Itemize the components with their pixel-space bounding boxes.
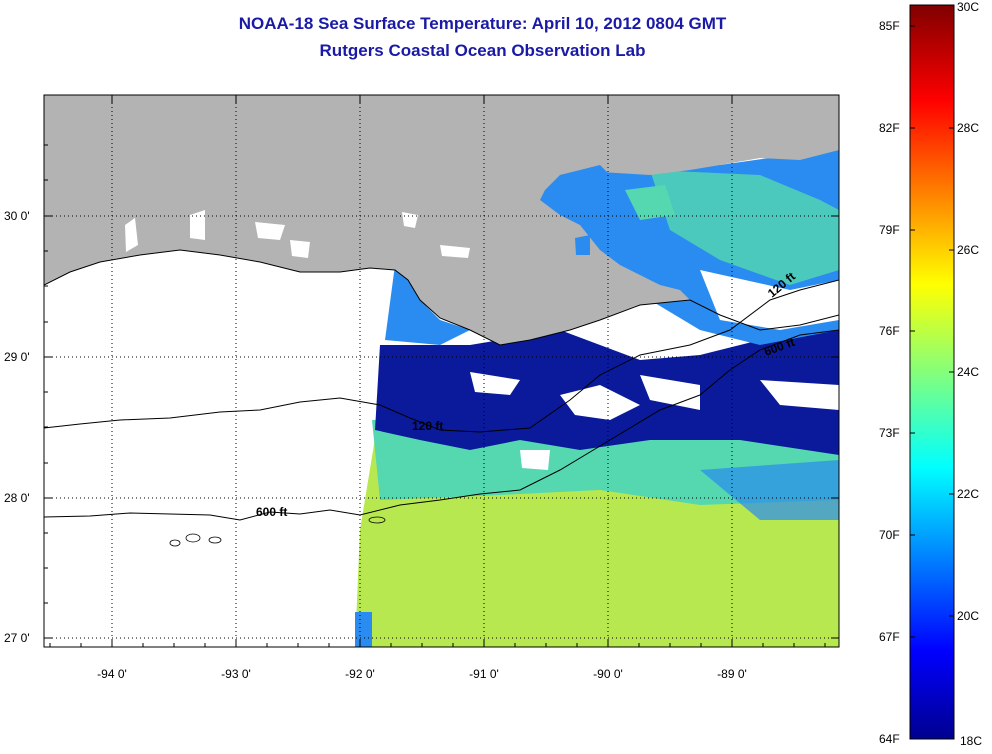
graticule	[44, 95, 839, 647]
chart-title: NOAA-18 Sea Surface Temperature: April 1…	[238, 14, 727, 33]
lon-label-89: -89 0'	[717, 667, 747, 681]
cbar-f-76: 76F	[879, 324, 900, 338]
cool-water-region	[700, 460, 839, 520]
cbar-c-28: 28C	[957, 121, 980, 135]
lat-label-28: 28 0'	[4, 491, 30, 505]
lon-label-90: -90 0'	[593, 667, 623, 681]
contour-label-600ft: 600 ft	[256, 505, 287, 519]
contour-label-120ft: 120 ft	[412, 419, 443, 433]
cold-water-region	[375, 320, 839, 455]
cbar-c-26: 26C	[957, 243, 980, 257]
lat-label-30: 30 0'	[4, 209, 30, 223]
cbar-c-22: 22C	[957, 487, 980, 501]
cbar-c-18: 18C	[960, 734, 983, 748]
cbar-f-73: 73F	[879, 426, 900, 440]
lat-label-27: 27 0'	[4, 631, 30, 645]
mid-water-sound	[650, 170, 839, 285]
cbar-f-82: 82F	[879, 121, 900, 135]
contour-islands	[169, 516, 386, 547]
lat-label-29: 29 0'	[4, 350, 30, 364]
chart-subtitle: Rutgers Coastal Ocean Observation Lab	[319, 41, 646, 60]
cbar-f-79: 79F	[879, 223, 900, 237]
lon-label-93: -93 0'	[221, 667, 251, 681]
cbar-f-70: 70F	[879, 528, 900, 542]
lon-label-92: -92 0'	[345, 667, 375, 681]
cbar-c-20: 20C	[957, 609, 980, 623]
colorbar-ticks	[910, 25, 954, 638]
lon-label-94: -94 0'	[97, 667, 127, 681]
colorbar	[909, 4, 955, 740]
cbar-f-64: 64F	[879, 732, 900, 746]
land-area	[44, 95, 839, 345]
coastline	[44, 249, 839, 346]
contour-600ft	[44, 329, 839, 521]
axis-ticks	[44, 95, 839, 647]
cbar-f-85: 85F	[879, 19, 900, 33]
cbar-c-30: 30C	[957, 0, 980, 14]
lon-label-91: -91 0'	[469, 667, 499, 681]
cbar-f-67: 67F	[879, 630, 900, 644]
cbar-c-24: 24C	[957, 365, 980, 379]
contour-120ft	[44, 279, 839, 433]
map-frame	[43, 94, 840, 648]
